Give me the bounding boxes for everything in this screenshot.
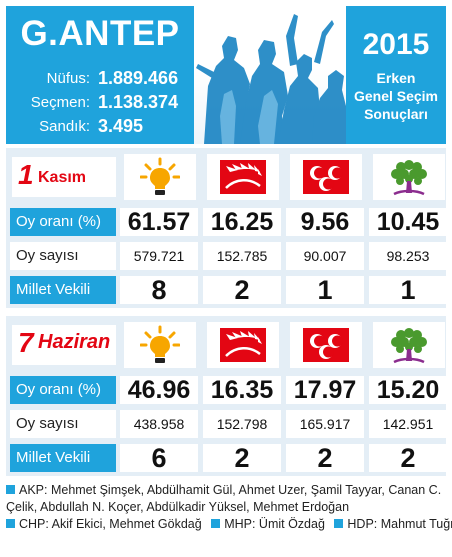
hdp-vote-rate: 15.20 xyxy=(369,376,447,404)
bullet-square-icon xyxy=(6,485,15,494)
voters-stat: Seçmen: 1.138.374 xyxy=(14,92,194,114)
hdp-mps-text: HDP: Mahmut Tuğrul xyxy=(347,517,452,531)
election-results-november: 1 Kasım xyxy=(6,148,447,308)
mhp-vote-count: 90.007 xyxy=(286,242,364,270)
stat-label: Sandık: xyxy=(39,118,90,135)
hdp-logo-cell xyxy=(373,322,445,368)
hdp-vote-count: 142.951 xyxy=(369,410,447,438)
akp-mp-count: 6 xyxy=(120,444,198,472)
chp-logo-cell xyxy=(207,154,279,200)
elected-mps-list: AKP: Mehmet Şimşek, Abdülhamit Gül, Ahme… xyxy=(6,482,452,533)
akp-mps-line-continued: Çelik, Abdullah N. Koçer, Abdülkadir Yük… xyxy=(6,500,350,514)
chp-vote-count: 152.785 xyxy=(203,242,281,270)
election-date-badge: 1 Kasım xyxy=(12,157,116,197)
election-info-panel: 2015 Erken Genel Seçim Sonuçları xyxy=(346,6,446,144)
mp-label: Millet Vekili xyxy=(10,444,116,472)
bullet-square-icon xyxy=(334,519,344,528)
vote-count-row: Oy sayısı 579.721 152.785 90.007 98.253 xyxy=(10,242,447,270)
akp-logo-cell xyxy=(124,154,196,200)
mhp-logo-cell xyxy=(290,154,362,200)
monument-statue-image xyxy=(194,6,346,144)
vote-count-row: Oy sayısı 438.958 152.798 165.917 142.95… xyxy=(10,410,447,438)
akp-mps-text: AKP: Mehmet Şimşek, Abdülhamit Gül, Ahme… xyxy=(19,483,442,497)
hdp-mp-count: 1 xyxy=(369,276,447,304)
election-title-line: Erken xyxy=(376,70,416,86)
mp-label: Millet Vekili xyxy=(10,276,116,304)
mhp-mps-text: MHP: Ümit Özdağ xyxy=(224,517,325,531)
header: G.ANTEP Nüfus: 1.889.466 Seçmen: 1.138.3… xyxy=(0,0,452,144)
hdp-tree-icon xyxy=(391,328,427,364)
vote-rate-label: Oy oranı (%) xyxy=(10,208,116,236)
vote-rate-label: Oy oranı (%) xyxy=(10,376,116,404)
vote-count-label: Oy sayısı xyxy=(10,410,116,438)
mhp-crescents-icon xyxy=(303,160,349,194)
election-title-line: Genel Seçim xyxy=(353,88,439,104)
chp-arrows-icon xyxy=(220,328,266,362)
stat-label: Nüfus: xyxy=(46,70,90,87)
mhp-vote-rate: 17.97 xyxy=(286,376,364,404)
city-info-panel: G.ANTEP Nüfus: 1.889.466 Seçmen: 1.138.3… xyxy=(6,6,194,144)
chp-vote-rate: 16.25 xyxy=(203,208,281,236)
akp-logo-cell xyxy=(124,322,196,368)
chp-vote-rate: 16.35 xyxy=(203,376,281,404)
chp-arrows-icon xyxy=(220,160,266,194)
mhp-mp-count: 1 xyxy=(286,276,364,304)
mp-count-row: Millet Vekili 6 2 2 2 xyxy=(10,444,447,472)
other-parties-mps-line: CHP: Akif Ekici, Mehmet Gökdağ MHP: Ümit… xyxy=(6,516,452,533)
akp-mp-count: 8 xyxy=(120,276,198,304)
akp-bulb-icon xyxy=(140,157,180,195)
akp-vote-rate: 61.57 xyxy=(120,208,198,236)
bullet-square-icon xyxy=(211,519,221,528)
city-title: G.ANTEP xyxy=(20,14,180,53)
vote-count-label: Oy sayısı xyxy=(10,242,116,270)
akp-vote-count: 438.958 xyxy=(120,410,198,438)
hdp-logo-cell xyxy=(373,154,445,200)
mhp-crescents-icon xyxy=(303,328,349,362)
mhp-logo-cell xyxy=(290,322,362,368)
hdp-mp-count: 2 xyxy=(369,444,447,472)
akp-bulb-icon xyxy=(140,325,180,363)
chp-mp-count: 2 xyxy=(203,444,281,472)
stat-label: Seçmen: xyxy=(30,94,90,111)
date-day: 7 xyxy=(18,327,34,358)
hdp-vote-count: 98.253 xyxy=(369,242,447,270)
akp-vote-count: 579.721 xyxy=(120,242,198,270)
stat-value: 3.495 xyxy=(98,116,144,136)
election-title-line: Sonuçları xyxy=(364,106,428,122)
chp-vote-count: 152.798 xyxy=(203,410,281,438)
population-stat: Nüfus: 1.889.466 xyxy=(14,68,194,90)
date-day: 1 xyxy=(18,159,34,190)
mhp-vote-count: 165.917 xyxy=(286,410,364,438)
vote-rate-row: Oy oranı (%) 46.96 16.35 17.97 15.20 xyxy=(10,376,447,404)
ballot-box-stat: Sandık: 3.495 xyxy=(14,116,194,138)
election-results-june: 7 Haziran xyxy=(6,316,447,476)
mhp-mp-count: 2 xyxy=(286,444,364,472)
stat-value: 1.889.466 xyxy=(98,68,179,88)
date-month: Haziran xyxy=(38,331,111,353)
mp-count-row: Millet Vekili 8 2 1 1 xyxy=(10,276,447,304)
bullet-square-icon xyxy=(6,519,15,528)
election-date-badge: 7 Haziran xyxy=(12,325,116,365)
stat-value: 1.138.374 xyxy=(98,92,179,112)
mhp-vote-rate: 9.56 xyxy=(286,208,364,236)
vote-rate-row: Oy oranı (%) 61.57 16.25 9.56 10.45 xyxy=(10,208,447,236)
akp-mps-line: AKP: Mehmet Şimşek, Abdülhamit Gül, Ahme… xyxy=(6,482,446,499)
election-year: 2015 xyxy=(362,28,430,61)
chp-mp-count: 2 xyxy=(203,276,281,304)
hdp-vote-rate: 10.45 xyxy=(369,208,447,236)
hdp-tree-icon xyxy=(391,160,427,196)
akp-vote-rate: 46.96 xyxy=(120,376,198,404)
date-month: Kasım xyxy=(38,169,87,186)
chp-mps-text: CHP: Akif Ekici, Mehmet Gökdağ xyxy=(19,517,202,531)
chp-logo-cell xyxy=(207,322,279,368)
